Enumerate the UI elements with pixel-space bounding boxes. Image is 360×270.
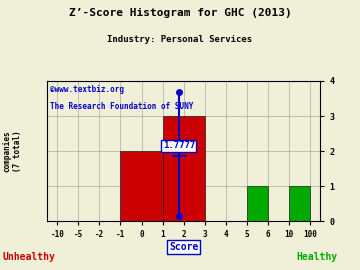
Bar [121,151,163,221]
Bar [163,116,204,221]
Text: Z’-Score Histogram for GHC (2013): Z’-Score Histogram for GHC (2013) [69,8,291,18]
Text: Industry: Personal Services: Industry: Personal Services [107,35,253,44]
Text: Healthy: Healthy [296,252,337,262]
Text: Unhealthy: Unhealthy [3,252,55,262]
Text: 1.7777: 1.7777 [163,141,195,150]
Text: Score: Score [169,242,198,252]
Text: The Research Foundation of SUNY: The Research Foundation of SUNY [50,102,193,111]
Bar [289,186,310,221]
Text: Number of
companies
(7 total): Number of companies (7 total) [0,130,22,172]
Bar [247,186,268,221]
Text: ©www.textbiz.org: ©www.textbiz.org [50,85,123,94]
